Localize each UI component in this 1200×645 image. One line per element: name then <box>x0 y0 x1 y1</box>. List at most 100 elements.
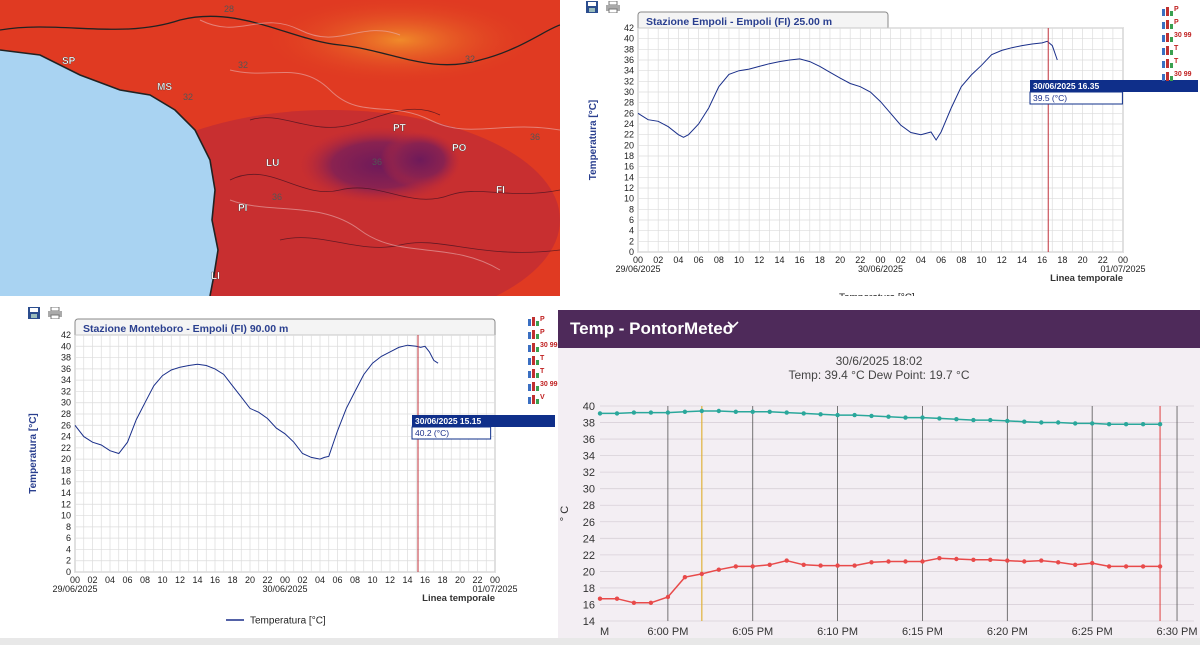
x-tick-label: 00 <box>1118 255 1128 265</box>
x-tick-label: 04 <box>673 255 683 265</box>
dewpoint-point <box>767 562 772 567</box>
x-tick-label: 22 <box>472 575 482 585</box>
dewpoint-point <box>1157 564 1163 569</box>
temp-point <box>1022 419 1027 424</box>
badge-label: P <box>540 329 545 336</box>
pontormeteo-title[interactable]: Temp - PontorMeteo <box>570 319 734 338</box>
dewpoint-point <box>954 556 959 562</box>
chart-toolbar <box>586 0 620 14</box>
x-tick-label: 10 <box>734 255 744 265</box>
badge-label: P <box>540 316 545 323</box>
y-tick-label: 0 <box>629 247 634 257</box>
dewpoint-point <box>937 556 942 561</box>
badge-bar-icon <box>1170 76 1173 81</box>
temp-point <box>699 408 704 414</box>
badge-bar-icon <box>1170 50 1173 55</box>
temperature-map: 28 32 32 32 36 36 36 SP MS LU PT PO FI P… <box>0 0 560 296</box>
temp-point <box>1140 422 1146 427</box>
x-tick-label: 20 <box>245 575 255 585</box>
tooltip-body <box>411 426 492 440</box>
y-tick-label: 14 <box>583 616 595 628</box>
badge-bar-icon <box>1162 35 1165 42</box>
x-tick-label: 14 <box>1017 255 1027 265</box>
y-tick-label: 26 <box>624 108 634 118</box>
chart-title: Stazione Empoli - Empoli (FI) 25.00 m <box>646 16 832 28</box>
y-tick-label: 34 <box>624 66 634 76</box>
y-axis-title: Temperatura [°C] <box>588 100 599 181</box>
badge-bar-icon <box>1162 22 1165 29</box>
y-tick-label: 22 <box>583 550 595 562</box>
badge-bar-icon <box>528 371 531 378</box>
tooltip-header <box>1030 80 1198 92</box>
x-tick-label: 6:05 PM <box>732 626 773 638</box>
print-icon[interactable] <box>48 306 62 320</box>
x-tick-label: 00 <box>633 255 643 265</box>
badge-bar-icon <box>1162 48 1165 55</box>
x-tick-label: 12 <box>754 255 764 265</box>
badge-label: P <box>1174 6 1179 13</box>
temp-point <box>869 413 874 419</box>
temp-point <box>682 409 688 414</box>
badge-bar-icon <box>1166 72 1169 81</box>
badge-bar-icon <box>528 319 531 326</box>
badge-label: 30 99 <box>540 342 558 349</box>
save-icon[interactable] <box>28 306 42 319</box>
y-tick-label: 4 <box>66 544 71 554</box>
y-tick-label: 20 <box>61 454 71 464</box>
monteboro-chart[interactable]: Stazione Monteboro - Empoli (FI) 90.00 m… <box>0 298 560 638</box>
y-tick-label: 30 <box>583 484 595 496</box>
x-tick-label: 10 <box>157 575 167 585</box>
legend-label: Temperatura [°C] <box>250 616 326 627</box>
badge-label: 30 99 <box>540 381 558 388</box>
x-tick-label: 18 <box>227 575 237 585</box>
monteboro-chart-panel: Stazione Monteboro - Empoli (FI) 90.00 m… <box>0 298 560 638</box>
save-icon[interactable] <box>586 0 600 13</box>
x-date-label: 30/06/2025 <box>262 584 307 594</box>
tooltip-time: 30/06/2025 16.35 <box>1033 81 1099 91</box>
temp-point <box>1073 421 1078 426</box>
x-tick-label: 08 <box>140 575 150 585</box>
badge-bar-icon <box>1166 20 1169 29</box>
y-tick-label: 20 <box>624 140 634 150</box>
dewpoint-point <box>1090 560 1095 566</box>
y-tick-label: 8 <box>66 522 71 532</box>
dewpoint-point <box>631 600 637 605</box>
x-tick-label: 12 <box>997 255 1007 265</box>
y-tick-label: 24 <box>583 533 595 545</box>
badge-bar-icon <box>532 382 535 391</box>
y-tick-label: 6 <box>66 533 71 543</box>
tooltip-time: 30/06/2025 15.15 <box>415 416 481 426</box>
isotherm-label: 28 <box>224 4 234 14</box>
chevron-down-icon[interactable] <box>726 318 740 337</box>
x-date-label: 01/07/2025 <box>472 584 517 594</box>
badge-bar-icon <box>1162 9 1165 16</box>
badge-bar-icon <box>536 321 539 326</box>
x-tick-label: 02 <box>653 255 663 265</box>
y-tick-label: 40 <box>583 401 595 413</box>
x-tick-label: 20 <box>835 255 845 265</box>
x-tick-label: 22 <box>262 575 272 585</box>
y-tick-label: 38 <box>61 353 71 363</box>
y-tick-label: 34 <box>61 375 71 385</box>
y-tick-label: 32 <box>624 76 634 86</box>
dewpoint-point <box>971 557 976 562</box>
temp-point <box>937 416 942 421</box>
dewpoint-point <box>1123 564 1129 569</box>
x-tick-label: 6:00 PM <box>647 626 688 638</box>
temp-point <box>988 417 993 423</box>
temp-point <box>733 409 738 414</box>
y-tick-label: 30 <box>624 87 634 97</box>
temp-point <box>971 417 976 423</box>
dewpoint-point <box>1140 564 1146 569</box>
print-icon[interactable] <box>606 0 620 14</box>
place-label-lu: LU <box>266 158 279 169</box>
empoli-chart[interactable]: Stazione Empoli - Empoli (FI) 25.00 m024… <box>560 0 1200 296</box>
dewpoint-point <box>699 571 704 577</box>
x-tick-label: 6:20 PM <box>987 626 1028 638</box>
temp-point <box>597 411 603 416</box>
dewpoint-point <box>750 564 755 569</box>
badge-bar-icon <box>536 386 539 391</box>
legend-label: Temperatura [°C] <box>839 293 915 297</box>
